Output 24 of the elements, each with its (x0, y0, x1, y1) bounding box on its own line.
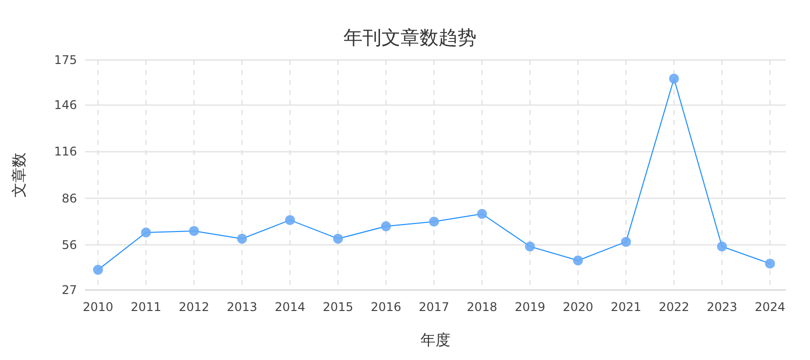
x-tick-label: 2024 (754, 300, 786, 314)
y-tick-label: 27 (62, 283, 77, 297)
chart-title: 年刊文章数趋势 (344, 27, 476, 49)
x-tick-label: 2016 (370, 300, 402, 314)
x-tick-label: 2020 (562, 300, 594, 314)
y-axis-title: 文章数 (10, 152, 28, 198)
x-axis-title: 年度 (420, 331, 450, 349)
x-tick-label: 2010 (82, 300, 114, 314)
x-tick-label: 2018 (466, 300, 498, 314)
x-tick-label: 2011 (130, 300, 162, 314)
x-tick-label: 2022 (658, 300, 690, 314)
x-tick-label: 2019 (514, 300, 546, 314)
x-tick-label: 2023 (706, 300, 738, 314)
y-tick-label: 175 (54, 53, 77, 67)
y-tick-label: 56 (62, 238, 77, 252)
x-tick-label: 2014 (274, 300, 306, 314)
x-tick-label: 2017 (418, 300, 450, 314)
y-tick-label: 146 (54, 98, 77, 112)
x-tick-label: 2013 (226, 300, 258, 314)
x-tick-label: 2015 (322, 300, 354, 314)
y-tick-label: 86 (62, 191, 77, 206)
y-tick-label: 116 (54, 144, 77, 159)
x-tick-label: 2012 (178, 300, 210, 314)
x-tick-label: 2021 (610, 300, 642, 314)
